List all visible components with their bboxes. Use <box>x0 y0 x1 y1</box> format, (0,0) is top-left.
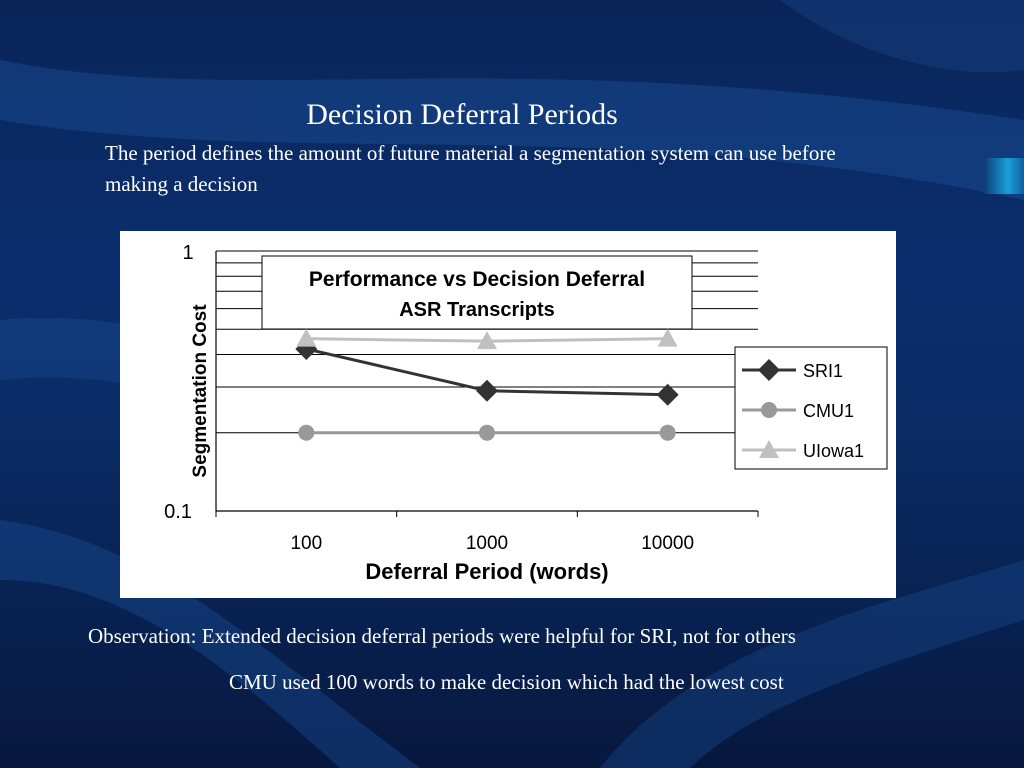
y-tick-label-bottom: 0.1 <box>164 501 192 523</box>
series-cmu1 <box>298 424 676 441</box>
chart: 1 0.1 Segmentation Cost 100 1000 10000 Def… <box>120 231 896 598</box>
x-axis-label: Deferral Period (words) <box>365 559 608 584</box>
series-layer <box>295 328 679 441</box>
chart-svg: 1 0.1 Segmentation Cost 100 1000 10000 Def… <box>164 242 888 584</box>
x-tick-label: 10000 <box>641 533 694 554</box>
legend-entry: SRI1 <box>742 359 843 381</box>
data-point <box>479 424 495 441</box>
data-point <box>657 328 678 347</box>
x-ticks <box>215 511 759 517</box>
legend-label: CMU1 <box>803 401 854 421</box>
x-tick-label: 100 <box>290 533 322 554</box>
data-point <box>656 383 679 406</box>
chart-title-box: Performance vs Decision Deferral ASR Tra… <box>261 255 693 330</box>
data-point <box>296 328 317 347</box>
slide-title: Decision Deferral Periods <box>306 98 618 131</box>
data-point <box>759 440 779 458</box>
legend-entry: CMU1 <box>742 401 854 421</box>
data-point <box>477 331 497 350</box>
data-point <box>761 402 777 418</box>
y-tick-label-top: 1 <box>182 242 193 264</box>
data-point <box>298 424 315 441</box>
legend: SRI1 CMU1 UIowa1 <box>734 346 888 470</box>
accent-tab <box>984 158 1024 194</box>
data-point <box>476 379 498 402</box>
x-tick-labels: 100 1000 10000 <box>290 533 694 554</box>
series-uiowa1 <box>296 328 678 350</box>
slide-subtitle: The period defines the amount of future … <box>105 141 836 196</box>
data-point <box>758 359 780 381</box>
observation-text: Observation: Extended decision deferral … <box>88 624 796 648</box>
legend-entry: UIowa1 <box>742 440 864 461</box>
legend-label: UIowa1 <box>803 441 864 461</box>
legend-label: SRI1 <box>803 361 843 381</box>
data-point <box>659 424 676 441</box>
chart-subtitle: ASR Transcripts <box>399 299 555 321</box>
chart-title: Performance vs Decision Deferral <box>309 268 645 291</box>
y-axis-label: Segmentation Cost <box>190 304 211 478</box>
note-text: CMU used 100 words to make decision whic… <box>229 670 784 694</box>
x-tick-label: 1000 <box>466 533 508 554</box>
